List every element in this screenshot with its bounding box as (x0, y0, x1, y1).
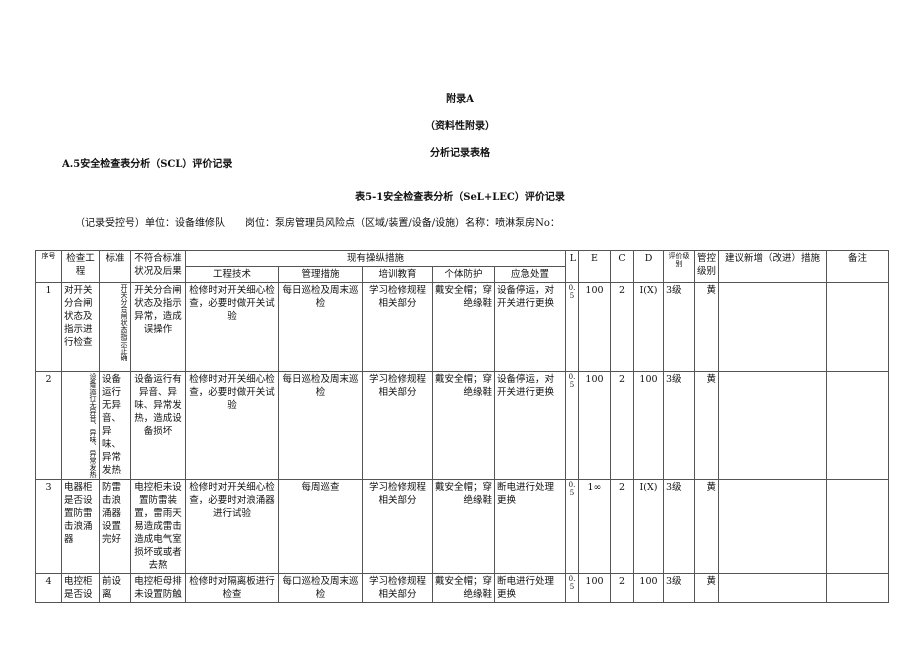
header-measures: 现有操纵措施 (185, 250, 566, 267)
cell-no: 2 (35, 371, 62, 480)
header-mgmt: 管理措施 (278, 266, 363, 283)
header-suggest: 建议新增（改进）措施 (718, 250, 827, 283)
cell-suggest (718, 371, 827, 480)
cell-train: 学习检修规程相关部分 (362, 479, 433, 574)
cell-ctrl: 黄 (694, 371, 719, 480)
appendix-label: 附录A (446, 94, 474, 105)
cell-nonconform: 开关分合闸状态及指示异常，造成误操作 (130, 282, 186, 372)
cell-ppe: 戴安全帽；穿绝缘鞋 (432, 479, 495, 574)
cell-no: 1 (35, 282, 62, 372)
cell-eng: 检修时对开关细心检查，必要时做开关试验 (185, 282, 279, 372)
cell-E: 100 (578, 371, 611, 480)
header-emerg: 应急处置 (494, 266, 566, 283)
section-title: A.5安全检查表分析（SCL）评价记录 (62, 159, 233, 170)
cell-E: 100 (578, 282, 611, 372)
cell-train: 学习检修规程相关部分 (362, 282, 433, 372)
header-ppe: 个体防护 (432, 266, 495, 283)
appendix-note: （资料性附录） (425, 121, 495, 132)
header-d: D (633, 250, 664, 283)
cell-D: 100 (633, 573, 664, 603)
cell-item: 设备运行无异音、异味、异常发热 (61, 371, 100, 480)
cell-D: I(X) (633, 479, 664, 574)
cell-C: 2 (610, 573, 634, 603)
cell-no: 3 (35, 479, 62, 574)
cell-remark (826, 479, 889, 574)
cell-level: 3级 (663, 573, 695, 603)
cell-standard: 设备运行无异音、异味、异常发热 (99, 371, 131, 480)
cell-ctrl: 黄 (694, 479, 719, 574)
cell-ppe: 戴安全帽；穿绝缘鞋 (432, 282, 495, 372)
header-level: 评价级别 (663, 250, 695, 283)
scl-table: 序号 检查工程 标准 不符合标准状况及后果 现有操纵措施 L E C D 评价级… (35, 250, 889, 603)
cell-item: 电器柜是否设置防雷击浪涌器 (61, 479, 100, 574)
cell-no: 4 (35, 573, 62, 603)
cell-emerg: 断电进行处理更换 (494, 479, 566, 574)
header-no: 序号 (35, 250, 62, 283)
cell-level: 3级 (663, 479, 695, 574)
header-e: E (578, 250, 611, 283)
cell-suggest (718, 282, 827, 372)
cell-L: 0.5 (565, 573, 579, 603)
cell-emerg: 设备停运，对开关进行更换 (494, 282, 566, 372)
cell-remark (826, 371, 889, 480)
cell-emerg: 断电进行处理更换 (494, 573, 566, 603)
cell-mgmt: 每周巡查 (278, 479, 363, 574)
table-row: 4 电控柜是否设 前设离 电控柜母排未设置防触 检修时对隔离板进行检查 每口巡检及周末巡检… (35, 573, 889, 603)
cell-ppe: 戴安全帽；穿绝缘鞋 (432, 371, 495, 480)
cell-mgmt: 每口巡检及周末巡检 (278, 573, 363, 603)
header-standard: 标准 (99, 250, 131, 283)
record-info: （记录受控号）单位：设备维修队 岗位：泵房管理员风险点（区域/装置/设备/设施）… (75, 218, 560, 229)
header-remark: 备注 (826, 250, 889, 283)
cell-E: 1∞ (578, 479, 611, 574)
cell-mgmt: 每日巡检及周末巡检 (278, 371, 363, 480)
cell-C: 2 (610, 371, 634, 480)
cell-remark (826, 282, 889, 372)
cell-D: I(X) (633, 282, 664, 372)
page-title: 分析记录表格 (430, 148, 490, 159)
cell-suggest (718, 573, 827, 603)
cell-C: 2 (610, 479, 634, 574)
cell-D: 100 (633, 371, 664, 480)
cell-level: 3级 (663, 371, 695, 480)
cell-mgmt: 每日巡检及周末巡检 (278, 282, 363, 372)
header-ctrl: 管控级别 (694, 250, 719, 283)
cell-eng: 检修时对隔离板进行检查 (185, 573, 279, 603)
header-nonconform: 不符合标准状况及后果 (130, 250, 186, 283)
cell-L: 0.5 (565, 371, 579, 480)
cell-nonconform: 电控柜未设置防雷装置，雷雨天易造成雷击造成电气室损坏或或者去熬 (130, 479, 186, 574)
cell-L: 0.5 (565, 282, 579, 372)
cell-emerg: 设备停运，对开关进行更换 (494, 371, 566, 480)
cell-standard: 前设离 (99, 573, 131, 603)
table-row: 2 设备运行无异音、异味、异常发热 设备运行无异音、异味、异常发热 设备运行有异音、异… (35, 371, 889, 480)
header-item: 检查工程 (61, 250, 100, 283)
header-l: L (565, 250, 579, 283)
cell-item: 电控柜是否设 (61, 573, 100, 603)
cell-ppe: 戴安全帽；穿绝缘鞋 (432, 573, 495, 603)
cell-item: 对开关分合闸状态及指示进行检查 (61, 282, 100, 372)
cell-E: 100 (578, 573, 611, 603)
cell-eng: 检修时对开关细心检查，必要时做开关试验 (185, 371, 279, 480)
cell-standard: 开关分合闸状态指示正确 (99, 282, 131, 372)
table-title: 表5-1安全检查表分析（SeL+LEC）评价记录 (355, 192, 565, 203)
header-train: 培训教育 (362, 266, 433, 283)
table-row: 1 对开关分合闸状态及指示进行检查 开关分合闸状态指示正确 开关分合闸状态及指示异常，… (35, 282, 889, 372)
cell-ctrl: 黄 (694, 282, 719, 372)
cell-ctrl: 黄 (694, 573, 719, 603)
table-row: 3 电器柜是否设置防雷击浪涌器 防雷击浪涌器设置完好 电控柜未设置防雷装置，雷雨天易造… (35, 479, 889, 574)
cell-nonconform: 设备运行有异音、异味、异常发热，造成设备损坏 (130, 371, 186, 480)
cell-eng: 检修时对开关细心检查，必要时对浪涌器进行试验 (185, 479, 279, 574)
header-eng: 工程技术 (185, 266, 279, 283)
cell-nonconform: 电控柜母排未设置防触 (130, 573, 186, 603)
cell-suggest (718, 479, 827, 574)
header-c: C (610, 250, 634, 283)
cell-L: 0.5 (565, 479, 579, 574)
cell-level: 3级 (663, 282, 695, 372)
cell-standard: 防雷击浪涌器设置完好 (99, 479, 131, 574)
cell-remark (826, 573, 889, 603)
cell-train: 学习检修规程相关部分 (362, 371, 433, 480)
cell-C: 2 (610, 282, 634, 372)
cell-train: 学习检修规程相关部分 (362, 573, 433, 603)
